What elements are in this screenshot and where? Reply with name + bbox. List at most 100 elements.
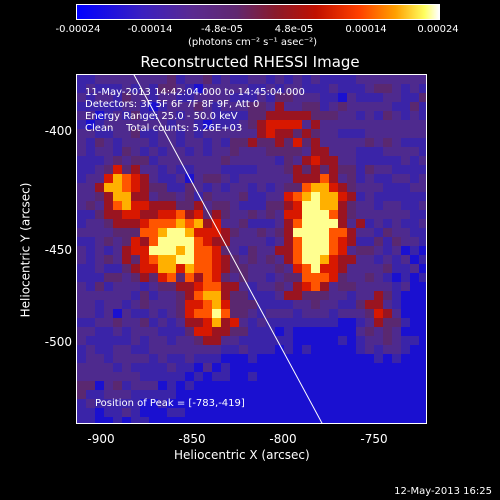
heatmap-cell [293,138,302,147]
heatmap-cell [167,183,176,192]
heatmap-cell [338,264,347,273]
heatmap-cell [410,327,419,336]
heatmap-cell [140,372,149,381]
heatmap-cell [140,282,149,291]
heatmap-cell [113,246,122,255]
heatmap-cell [311,327,320,336]
heatmap-cell [230,273,239,282]
heatmap-cell [185,417,194,423]
heatmap-cell [77,75,86,84]
heatmap-cell [320,237,329,246]
heatmap-cell [167,300,176,309]
heatmap-cell [95,156,104,165]
heatmap-cell [419,237,426,246]
heatmap-cell [203,174,212,183]
heatmap-cell [419,390,426,399]
heatmap-cell [248,192,257,201]
heatmap-cell [239,138,248,147]
heatmap-cell [140,174,149,183]
heatmap-cell [239,417,248,423]
heatmap-cell [122,273,131,282]
heatmap-cell [419,273,426,282]
heatmap-cell [194,309,203,318]
heatmap-cell [347,390,356,399]
heatmap-cell [113,174,122,183]
heatmap-cell [131,201,140,210]
x-tick-label: -900 [87,432,115,446]
heatmap-cell [284,372,293,381]
heatmap-cell [401,300,410,309]
heatmap-cell [374,336,383,345]
heatmap-cell [185,363,194,372]
heatmap-cell [194,327,203,336]
heatmap-cell [203,390,212,399]
heatmap-cell [131,291,140,300]
heatmap-cell [221,291,230,300]
heatmap-cell [194,147,203,156]
heatmap-cell [221,237,230,246]
heatmap-cell [410,75,419,84]
heatmap-cell [311,246,320,255]
heatmap-cell [347,102,356,111]
heatmap-cell [230,399,239,408]
heatmap-cell [275,372,284,381]
heatmap-cell [365,219,374,228]
heatmap-cell [410,399,419,408]
heatmap-cell [257,183,266,192]
heatmap-cell [329,390,338,399]
heatmap-cell [284,246,293,255]
heatmap-cell [410,354,419,363]
heatmap-cell [293,201,302,210]
heatmap-cell [365,156,374,165]
heatmap-cell [185,93,194,102]
heatmap-cell [401,273,410,282]
heatmap-cell [347,165,356,174]
heatmap-cell [320,273,329,282]
heatmap-cell [248,300,257,309]
heatmap-cell [131,327,140,336]
heatmap-cell [77,372,86,381]
heatmap-cell [86,408,95,417]
heatmap-cell [140,192,149,201]
heatmap-cell [221,381,230,390]
heatmap-cell [203,246,212,255]
heatmap-cell [320,165,329,174]
heatmap-cell [311,219,320,228]
heatmap-cell [167,129,176,138]
heatmap-cell [248,174,257,183]
heatmap-cell [365,120,374,129]
heatmap-cell [104,174,113,183]
heatmap-cell [401,390,410,399]
heatmap-cell [410,147,419,156]
heatmap-cell [383,291,392,300]
heatmap-cell [185,201,194,210]
heatmap-cell [194,192,203,201]
heatmap-cell [320,147,329,156]
heatmap-cell [203,363,212,372]
heatmap-cell [131,210,140,219]
heatmap-cell [392,75,401,84]
heatmap-cell [419,372,426,381]
heatmap-cell [320,291,329,300]
heatmap-cell [95,273,104,282]
heatmap-cell [419,282,426,291]
heatmap-cell [266,174,275,183]
heatmap-cell [275,165,284,174]
heatmap-cell [86,147,95,156]
heatmap-cell [374,156,383,165]
heatmap-cell [365,408,374,417]
annotation-time-range: 11-May-2013 14:42:04.000 to 14:45:04.000 [85,87,305,98]
heatmap-cell [131,282,140,291]
heatmap-cell [347,381,356,390]
heatmap-cell [185,138,194,147]
heatmap-cell [284,417,293,423]
heatmap-cell [410,84,419,93]
heatmap-cell [275,192,284,201]
heatmap-cell [374,345,383,354]
heatmap-cell [158,210,167,219]
heatmap-cell [86,210,95,219]
heatmap-cell [374,363,383,372]
heatmap-cell [419,75,426,84]
heatmap-cell [419,120,426,129]
heatmap-cell [77,381,86,390]
